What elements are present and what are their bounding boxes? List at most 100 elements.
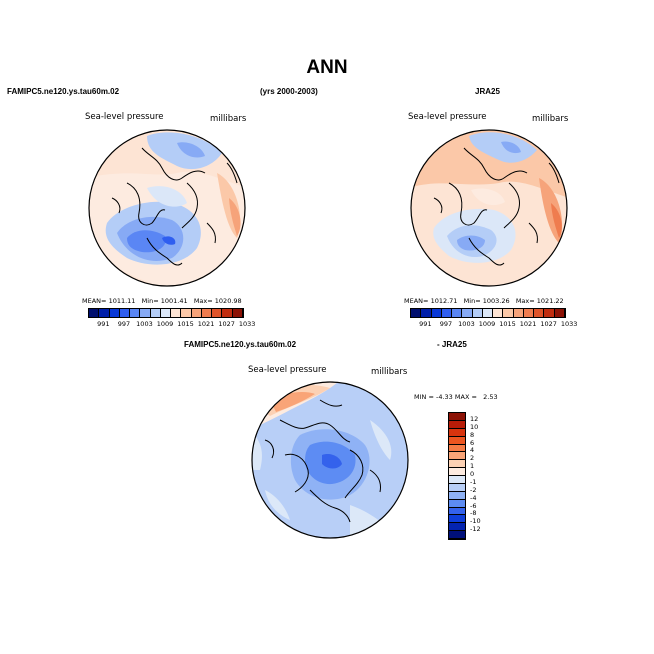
diff-colorbar-tick-label: -1	[470, 477, 477, 486]
colorbar-swatch	[441, 309, 453, 317]
panel1-min-label: Min=	[141, 297, 159, 305]
colorbar-swatch	[544, 309, 555, 317]
diff-max-label: MAX =	[454, 393, 477, 401]
diff-colorbar-tick-label: 1	[470, 462, 475, 471]
colorbar-swatch	[232, 309, 243, 317]
left-case-label: FAMIPC5.ne120.ys.tau60m.02	[7, 87, 120, 96]
panel2-min-label: Min=	[463, 297, 481, 305]
diff-colorbar-tick-label: 10	[470, 422, 479, 431]
diff-colorbar-swatch	[449, 413, 465, 421]
colorbar-tick-label: 991	[419, 320, 432, 328]
colorbar-tick-label: 1027	[540, 320, 557, 328]
diff-colorbar-tick-label: -12	[470, 525, 481, 534]
colorbar-tick-label: 1033	[238, 320, 256, 328]
diff-colorbar-swatch	[449, 444, 465, 453]
panel1-max-label: Max=	[193, 297, 213, 305]
colorbar-swatch	[181, 309, 192, 317]
colorbar-tick-label: 1027	[218, 320, 235, 328]
panel1-max-value: 1020.98	[214, 297, 242, 305]
panel1-field-label: Sea-level pressure	[85, 112, 164, 122]
colorbar-swatch	[503, 309, 514, 317]
diff-colorbar-swatch	[449, 428, 465, 437]
colorbar-swatch	[89, 309, 100, 317]
diff-colorbar-tick-label: 0	[470, 470, 475, 478]
diff-colorbar-swatch	[449, 420, 465, 429]
colorbar-swatch	[513, 309, 524, 317]
colorbar-swatch	[534, 309, 545, 317]
diff-colorbar-swatch	[449, 468, 465, 476]
diff-polar-map	[251, 381, 409, 539]
page-title: ANN	[306, 57, 348, 78]
diff-colorbar-swatch	[449, 436, 465, 445]
diff-colorbar-swatch	[449, 452, 465, 461]
diff-min-label: MIN =	[414, 393, 434, 401]
colorbar-swatch	[493, 309, 504, 317]
panel1-mean-value: 1011.11	[108, 297, 136, 305]
colorbar-tick-label: 997	[117, 320, 131, 328]
colorbar-swatch	[191, 309, 202, 317]
panel2-colorbar	[410, 308, 566, 318]
colorbar-swatch	[472, 309, 483, 317]
diff-colorbar-swatch	[449, 523, 465, 532]
colorbar-tick-label: 1021	[519, 320, 537, 328]
diff-colorbar-tick-label: 12	[470, 414, 479, 423]
diff-colorbar-tick-label: 2	[470, 454, 475, 463]
panel2-max-value: 1021.22	[536, 297, 564, 305]
panel1-mean-label: MEAN=	[82, 297, 107, 305]
colorbar-swatch	[160, 309, 172, 317]
colorbar-swatch	[554, 309, 565, 317]
colorbar-swatch	[201, 309, 213, 317]
diff-stats: MIN = -4.33 MAX = 2.53	[414, 393, 498, 401]
diff-colorbar-tick-label: 6	[470, 438, 475, 447]
colorbar-swatch	[130, 309, 141, 317]
colorbar-tick-label: 991	[97, 320, 110, 328]
diff-colorbar-tick-label: -6	[470, 501, 477, 510]
colorbar-tick-label: 1021	[197, 320, 215, 328]
diff-colorbar-tick-label: -8	[470, 509, 477, 518]
diff-colorbar-tick-label: -10	[470, 517, 481, 526]
diff-colorbar-swatch	[449, 483, 465, 492]
colorbar-swatch	[452, 309, 463, 317]
colorbar-tick-label: 1009	[478, 320, 496, 328]
colorbar-tick-label: 1033	[560, 320, 578, 328]
panel2-mean-value: 1012.71	[430, 297, 458, 305]
diff-colorbar-swatch	[449, 476, 465, 484]
colorbar-swatch	[150, 309, 161, 317]
colorbar-tick-label: 1015	[177, 320, 194, 328]
panel2-mean-label: MEAN=	[404, 297, 429, 305]
diff-colorbar-tick-label: -2	[470, 485, 477, 494]
colorbar-tick-label: 1015	[499, 320, 516, 328]
panel1-min-value: 1001.41	[160, 297, 188, 305]
panel2-stats: MEAN= 1012.71 Min= 1003.26 Max= 1021.22	[404, 297, 564, 305]
colorbar-tick-label: 1009	[156, 320, 174, 328]
colorbar-swatch	[411, 309, 422, 317]
colorbar-swatch	[212, 309, 223, 317]
colorbar-swatch	[222, 309, 233, 317]
diff-colorbar-swatch	[449, 460, 465, 469]
colorbar-swatch	[421, 309, 432, 317]
panel2-units-label: millibars	[532, 114, 569, 124]
diff-colorbar-swatch	[449, 491, 465, 500]
diff-colorbar-tick-label: 8	[470, 430, 475, 439]
diff-colorbar	[448, 412, 466, 540]
colorbar-swatch	[431, 309, 442, 317]
colorbar-swatch	[462, 309, 473, 317]
colorbar-swatch	[171, 309, 182, 317]
colorbar-tick-label: 1003	[136, 320, 153, 328]
colorbar-swatch	[523, 309, 535, 317]
diff-units-label: millibars	[371, 367, 408, 377]
right-case-label: JRA25	[475, 87, 500, 96]
panel1-units-label: millibars	[210, 114, 247, 124]
colorbar-swatch	[482, 309, 494, 317]
colorbar-swatch	[140, 309, 151, 317]
diff-colorbar-tick-label: 4	[470, 446, 475, 455]
colorbar-swatch	[109, 309, 120, 317]
years-label: (yrs 2000-2003)	[260, 87, 318, 96]
diff-field-label: Sea-level pressure	[248, 365, 327, 375]
colorbar-swatch	[99, 309, 110, 317]
diff-colorbar-swatch	[449, 507, 465, 516]
panel2-field-label: Sea-level pressure	[408, 112, 487, 122]
diff-colorbar-swatch	[449, 515, 465, 524]
panel1-polar-map	[88, 129, 246, 287]
diff-colorbar-swatch	[449, 531, 465, 539]
